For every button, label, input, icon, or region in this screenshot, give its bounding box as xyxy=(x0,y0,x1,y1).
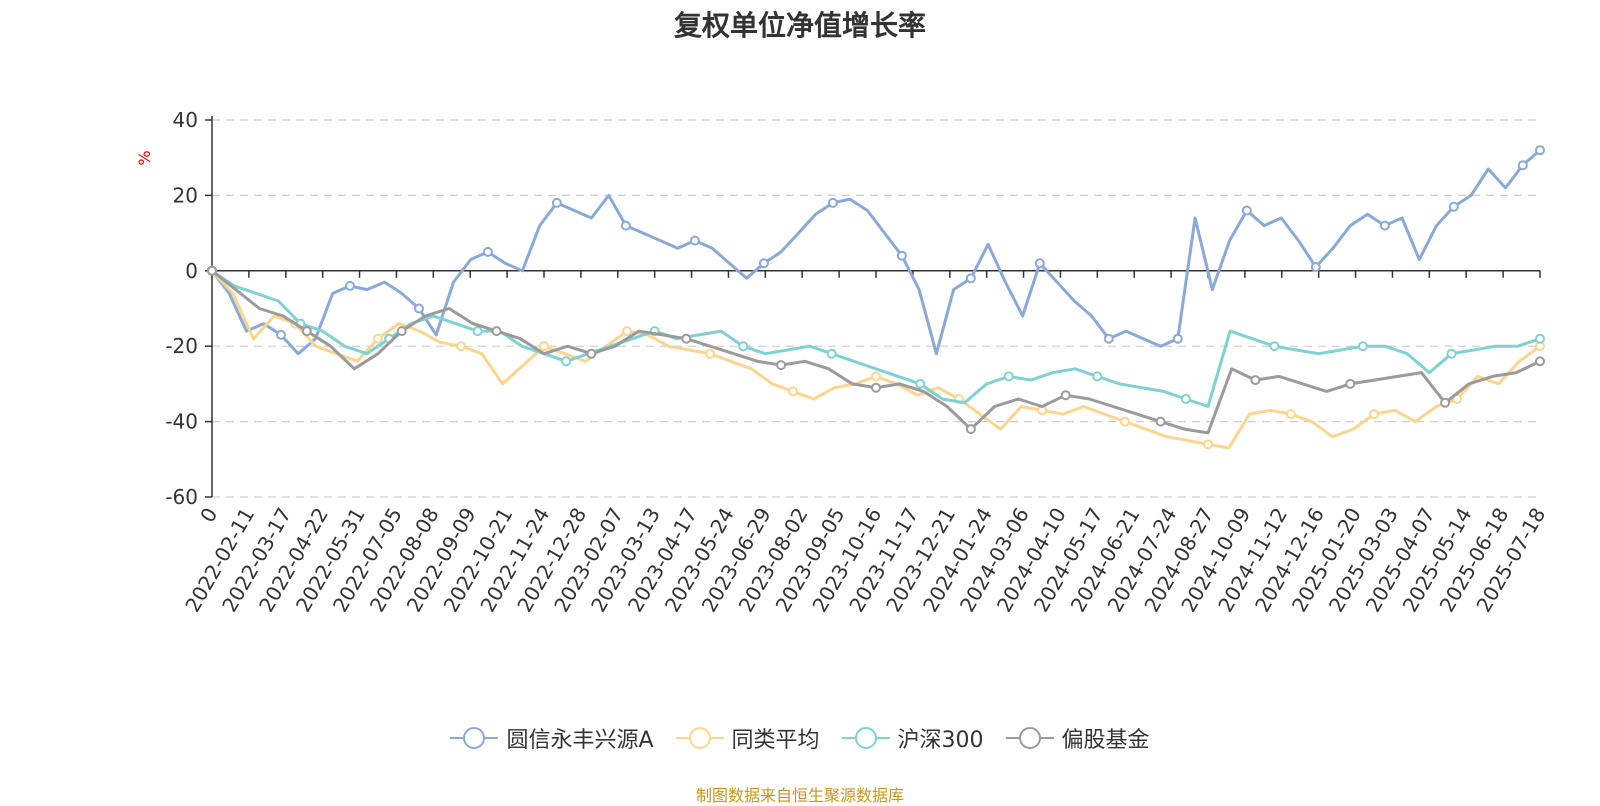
series-point-1 xyxy=(373,333,383,344)
series-point-0 xyxy=(1535,145,1545,156)
series-point-0 xyxy=(1448,201,1459,212)
series-point-0 xyxy=(276,329,286,340)
series-point-1 xyxy=(1120,416,1130,427)
series-point-0 xyxy=(1241,205,1252,216)
series-point-0 xyxy=(1034,258,1045,269)
y-axis-label: % xyxy=(135,150,154,165)
series-point-3 xyxy=(301,326,312,337)
legend-item[interactable]: 同类平均 xyxy=(675,722,820,754)
series-layer xyxy=(207,145,1545,450)
series-point-3 xyxy=(396,326,407,337)
series-point-0 xyxy=(965,273,976,284)
series-point-1 xyxy=(622,326,632,337)
legend-item[interactable]: 沪深300 xyxy=(841,722,984,754)
series-point-2 xyxy=(561,356,572,367)
series-point-1 xyxy=(456,341,466,352)
series-point-2 xyxy=(1003,371,1014,382)
series-point-1 xyxy=(539,341,549,352)
series-point-3 xyxy=(776,360,787,371)
series-point-0 xyxy=(827,197,838,208)
legend-item[interactable]: 偏股基金 xyxy=(1005,722,1150,754)
series-point-0 xyxy=(482,246,493,257)
source-note: 制图数据来自恒生聚源数据库 xyxy=(695,786,904,805)
grid-layer xyxy=(212,119,1540,498)
series-point-3 xyxy=(491,326,502,337)
legend-swatch-icon xyxy=(450,727,499,749)
series-point-2 xyxy=(915,378,926,389)
series-point-1 xyxy=(871,371,881,382)
legend-label: 偏股基金 xyxy=(1061,728,1150,753)
series-line-2 xyxy=(211,269,1541,408)
series-point-1 xyxy=(705,348,715,359)
series-point-1 xyxy=(1203,439,1213,450)
series-point-1 xyxy=(788,386,798,397)
legend-item[interactable]: 圆信永丰兴源A xyxy=(450,722,654,754)
y-tick-label: 0 xyxy=(185,259,198,283)
series-point-0 xyxy=(1103,333,1114,344)
legend-swatch-icon xyxy=(841,727,890,749)
series-point-0 xyxy=(758,258,769,269)
legend-swatch-icon xyxy=(675,727,724,749)
legend: 圆信永丰兴源A 同类平均 沪深300 偏股基金 xyxy=(0,722,1600,754)
series-point-3 xyxy=(1440,397,1451,408)
series-point-3 xyxy=(1060,390,1071,401)
series-point-0 xyxy=(1310,262,1321,272)
legend-label: 圆信永丰兴源A xyxy=(506,728,654,753)
series-point-0 xyxy=(1379,220,1390,231)
x-tick-label: 0 xyxy=(195,504,222,527)
y-tick-label: -40 xyxy=(165,410,198,434)
series-point-3 xyxy=(1155,416,1166,427)
legend-swatch-icon xyxy=(1005,727,1054,749)
series-point-0 xyxy=(414,303,424,314)
series-point-2 xyxy=(472,326,483,337)
series-point-2 xyxy=(1446,348,1457,359)
series-point-3 xyxy=(965,424,976,435)
series-point-2 xyxy=(1535,333,1545,344)
series-point-2 xyxy=(1180,394,1191,404)
series-point-0 xyxy=(551,197,562,208)
series-point-3 xyxy=(586,348,597,359)
y-tick-label: -60 xyxy=(165,485,198,509)
legend-label: 同类平均 xyxy=(731,728,820,753)
series-point-0 xyxy=(689,235,700,246)
legend-label: 沪深300 xyxy=(897,728,984,753)
series-point-3 xyxy=(1535,356,1545,367)
series-point-2 xyxy=(1357,341,1368,352)
series-point-1 xyxy=(1286,409,1296,420)
series-point-0 xyxy=(1517,160,1528,171)
y-tick-label: 20 xyxy=(173,183,198,207)
series-point-3 xyxy=(681,333,692,344)
y-tick-label: -20 xyxy=(165,334,198,358)
series-point-0 xyxy=(620,220,631,231)
series-point-3 xyxy=(1250,375,1261,386)
series-point-1 xyxy=(1369,409,1379,420)
series-point-3 xyxy=(1345,378,1356,389)
series-point-3 xyxy=(871,382,881,393)
series-line-3 xyxy=(211,269,1541,435)
series-point-2 xyxy=(738,341,749,352)
series-point-0 xyxy=(1172,333,1183,344)
y-tick-label: 40 xyxy=(173,108,198,132)
series-point-3 xyxy=(207,265,217,276)
chart-title: 复权单位净值增长率 xyxy=(673,9,926,42)
series-point-2 xyxy=(826,348,837,359)
series-point-0 xyxy=(345,280,355,291)
series-point-2 xyxy=(1092,371,1103,382)
series-point-0 xyxy=(896,250,907,261)
series-point-2 xyxy=(1269,341,1280,352)
